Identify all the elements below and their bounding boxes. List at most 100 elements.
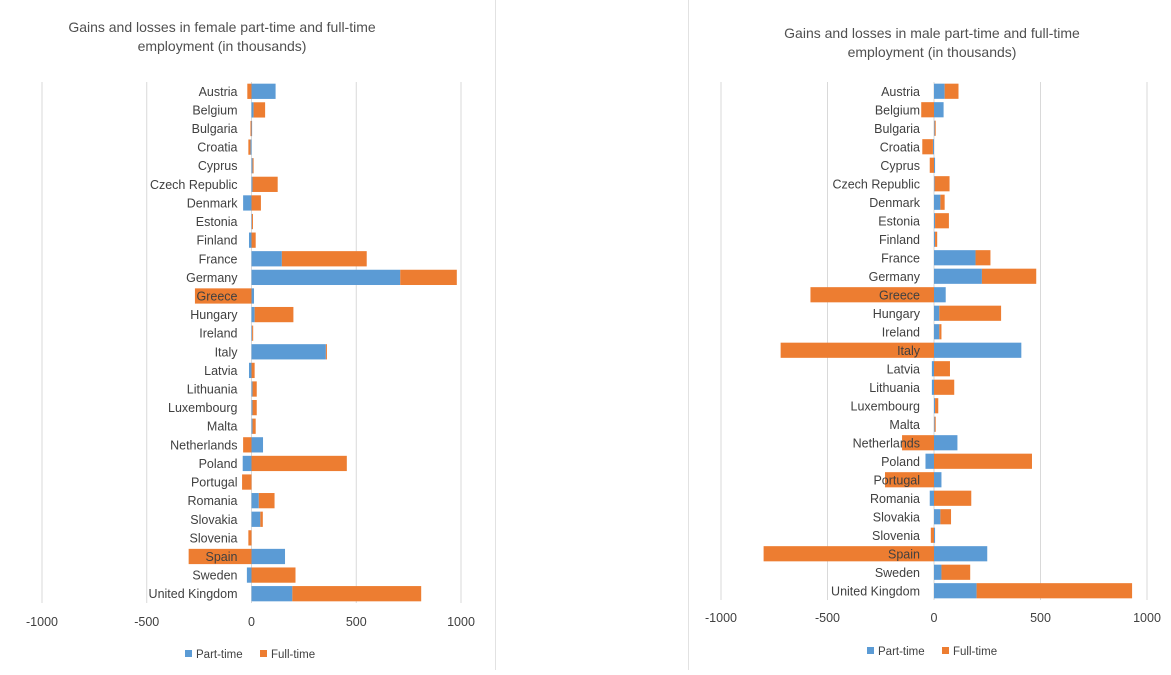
bar-part-time-sweden xyxy=(246,567,252,583)
bar-part-time-hungary xyxy=(251,306,255,323)
bar-part-time-austria xyxy=(251,83,276,99)
bar-part-time-france xyxy=(251,251,282,267)
bar-part-time-italy xyxy=(934,342,1022,358)
x-tick-label: 1000 xyxy=(447,615,475,629)
bar-part-time-croatia xyxy=(250,139,252,155)
bar-part-time-ireland xyxy=(934,324,940,340)
bar-full-time-greece xyxy=(194,288,252,304)
category-label: United Kingdom xyxy=(149,587,238,601)
category-label: Latvia xyxy=(887,362,920,376)
bar-part-time-spain xyxy=(251,548,286,565)
bar-part-time-bulgaria xyxy=(251,120,253,137)
category-label: Estonia xyxy=(196,215,238,229)
category-label: Portugal xyxy=(873,473,920,487)
bar-part-time-slovakia xyxy=(251,511,261,527)
legend-label-part-time: Part-time xyxy=(196,649,243,661)
category-label: France xyxy=(881,251,920,265)
category-label: Bulgaria xyxy=(192,122,238,136)
category-label: Poland xyxy=(199,457,238,471)
bar-part-time-romania xyxy=(251,493,259,509)
bar-part-time-germany xyxy=(251,269,401,286)
bar-full-time-croatia xyxy=(248,139,251,155)
x-tick-label: -500 xyxy=(134,615,159,629)
category-label: Czech Republic xyxy=(150,178,238,192)
bar-part-time-united-kingdom xyxy=(934,583,977,599)
category-label: Bulgaria xyxy=(874,122,920,136)
bar-part-time-slovenia xyxy=(934,527,936,543)
bar-part-time-netherlands xyxy=(934,435,958,451)
bar-full-time-lithuania xyxy=(934,379,955,395)
bar-part-time-spain xyxy=(934,546,988,562)
category-label: Ireland xyxy=(199,327,237,341)
male-employment-chart-panel: Gains and losses in male part-time and f… xyxy=(688,0,1171,670)
bar-part-time-finland xyxy=(934,231,936,247)
x-tick-label: 500 xyxy=(1030,611,1051,625)
bar-full-time-spain xyxy=(188,548,252,565)
bar-full-time-italy xyxy=(780,342,934,358)
category-label: Luxembourg xyxy=(851,399,921,413)
legend-swatch-part-time xyxy=(185,650,192,657)
legend-label-full-time: Full-time xyxy=(953,646,997,658)
category-label: Lithuania xyxy=(869,381,920,395)
category-label: Lithuania xyxy=(187,383,238,397)
bar-part-time-lithuania xyxy=(931,379,934,395)
bar-part-time-netherlands xyxy=(251,437,264,453)
category-label: Malta xyxy=(207,420,238,434)
bar-part-time-cyprus xyxy=(934,157,936,173)
bar-full-time-france xyxy=(975,250,991,266)
category-label: Greece xyxy=(197,289,238,303)
bar-full-time-hungary xyxy=(254,306,294,323)
bar-part-time-estonia xyxy=(934,213,936,229)
bar-full-time-belgium xyxy=(253,102,266,118)
bar-part-time-czech-republic xyxy=(251,176,253,192)
category-label: Netherlands xyxy=(170,438,237,452)
x-tick-label: -500 xyxy=(815,611,840,625)
category-label: Germany xyxy=(869,270,921,284)
bar-part-time-belgium xyxy=(251,102,254,118)
bar-full-time-malta xyxy=(934,416,936,432)
bar-part-time-germany xyxy=(934,268,982,284)
x-tick-label: 0 xyxy=(931,611,938,625)
bar-full-time-czech-republic xyxy=(252,176,278,192)
bar-full-time-hungary xyxy=(939,305,1002,321)
bar-full-time-belgium xyxy=(921,102,934,118)
bar-part-time-latvia xyxy=(931,361,934,377)
category-label: Cyprus xyxy=(198,159,238,173)
bar-part-time-poland xyxy=(242,455,252,472)
category-label: Denmark xyxy=(187,196,238,210)
bar-full-time-ireland xyxy=(252,325,254,341)
category-label: Slovenia xyxy=(872,529,920,543)
bar-full-time-portugal xyxy=(242,474,252,490)
category-label: Slovenia xyxy=(190,531,238,545)
bar-part-time-france xyxy=(934,250,976,266)
category-label: Belgium xyxy=(875,103,920,117)
bar-full-time-slovakia xyxy=(260,511,263,527)
bar-full-time-slovenia xyxy=(248,530,252,546)
x-tick-label: 0 xyxy=(248,615,255,629)
bar-part-time-finland xyxy=(248,232,252,248)
bar-full-time-sweden xyxy=(941,564,971,580)
category-label: Finland xyxy=(879,233,920,247)
bar-full-time-france xyxy=(281,251,367,267)
bar-part-time-sweden xyxy=(934,564,942,580)
bar-full-time-denmark xyxy=(251,195,261,211)
bar-full-time-united-kingdom xyxy=(976,583,1133,599)
bar-part-time-cyprus xyxy=(251,158,253,174)
bar-part-time-czech-republic xyxy=(934,176,935,192)
x-tick-label: -1000 xyxy=(26,615,58,629)
category-label: Croatia xyxy=(880,140,920,154)
bar-part-time-hungary xyxy=(934,305,940,321)
bar-part-time-italy xyxy=(251,344,326,360)
bar-full-time-romania xyxy=(258,493,275,509)
bar-full-time-estonia xyxy=(935,213,949,229)
bar-full-time-portugal xyxy=(885,472,934,488)
bar-part-time-croatia xyxy=(932,139,934,155)
x-tick-label: -1000 xyxy=(705,611,737,625)
bar-full-time-croatia xyxy=(922,139,933,155)
chart-title-line: employment (in thousands) xyxy=(138,38,307,54)
category-label: Denmark xyxy=(869,196,920,210)
bar-full-time-united-kingdom xyxy=(292,586,422,602)
category-label: Luxembourg xyxy=(168,401,238,415)
bar-part-time-portugal xyxy=(934,472,942,488)
bar-part-time-latvia xyxy=(248,362,252,379)
